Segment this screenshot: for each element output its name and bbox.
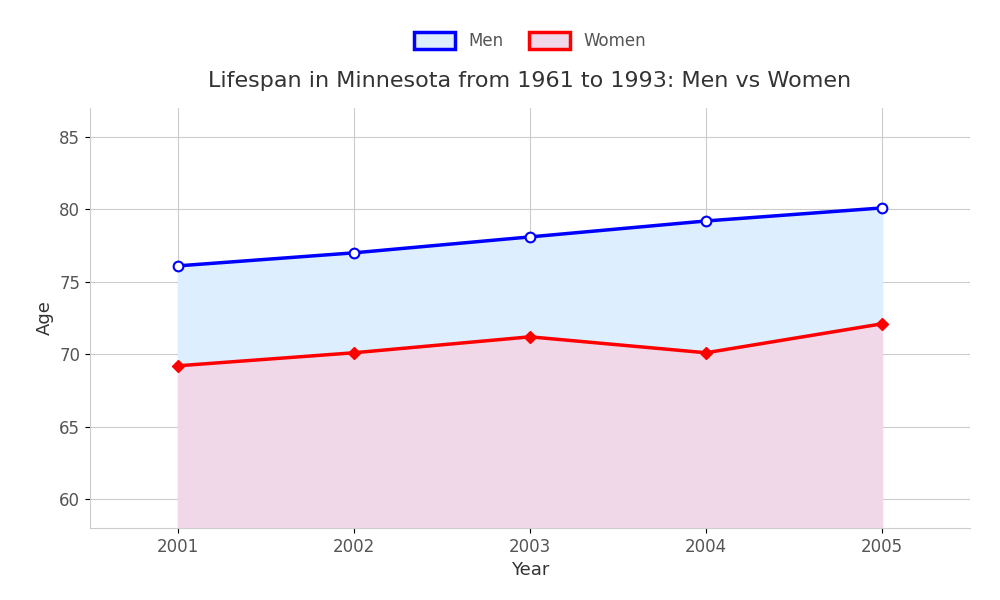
Legend: Men, Women: Men, Women	[405, 24, 655, 59]
Title: Lifespan in Minnesota from 1961 to 1993: Men vs Women: Lifespan in Minnesota from 1961 to 1993:…	[208, 71, 852, 91]
X-axis label: Year: Year	[511, 561, 549, 579]
Y-axis label: Age: Age	[36, 301, 54, 335]
